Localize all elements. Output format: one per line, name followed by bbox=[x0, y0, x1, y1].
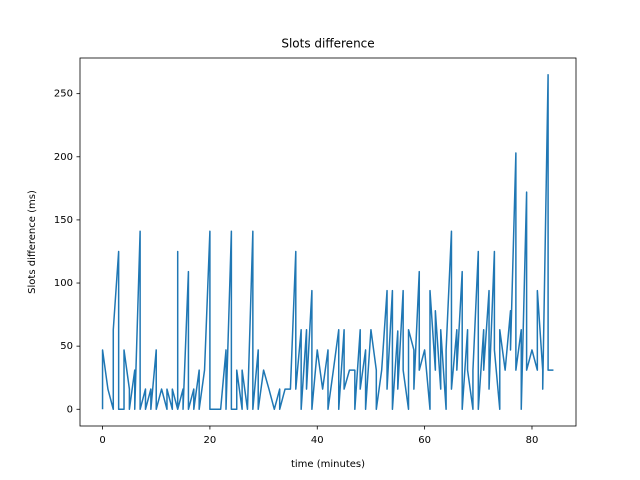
plot-frame bbox=[79, 57, 577, 427]
y-tick-label: 50 bbox=[60, 341, 73, 352]
x-tick-label: 60 bbox=[418, 435, 431, 446]
x-tick-label: 0 bbox=[99, 435, 105, 446]
chart-title: Slots difference bbox=[281, 37, 374, 51]
x-tick-label: 20 bbox=[204, 435, 217, 446]
y-tick-label: 100 bbox=[54, 278, 73, 289]
x-tick-label: 40 bbox=[311, 435, 324, 446]
y-axis-label: Slots difference (ms) bbox=[27, 190, 38, 294]
x-axis-label: time (minutes) bbox=[291, 459, 365, 470]
y-tick-label: 0 bbox=[67, 404, 73, 415]
line-series bbox=[101, 73, 554, 411]
y-tick-label: 250 bbox=[54, 89, 73, 100]
x-tick-label: 80 bbox=[526, 435, 539, 446]
y-tick-label: 200 bbox=[54, 152, 73, 163]
y-tick-label: 150 bbox=[54, 215, 73, 226]
